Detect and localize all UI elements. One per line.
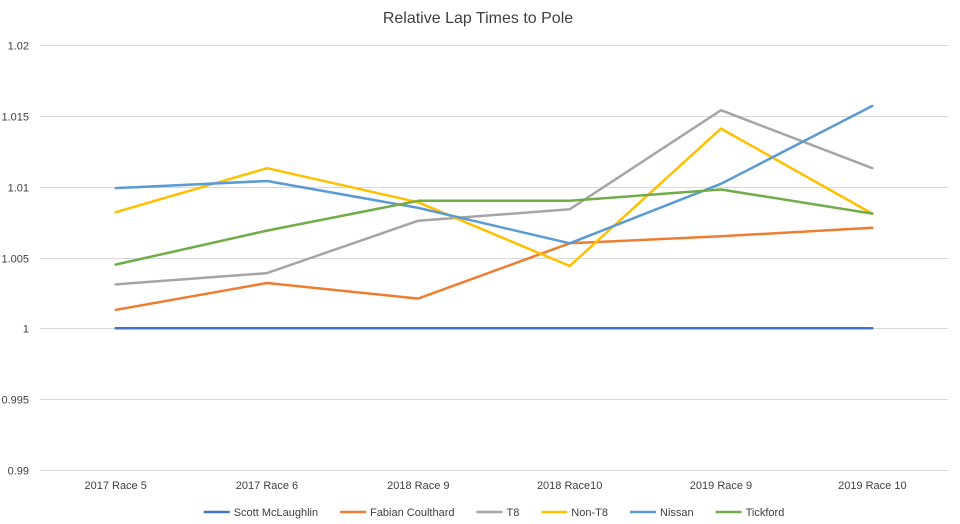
legend-label: Non-T8 — [571, 507, 608, 519]
legend-item: Tickford — [715, 507, 785, 519]
series-lines — [114, 104, 874, 330]
y-tick-label: 1.02 — [8, 41, 29, 53]
legend-label: Tickford — [746, 507, 785, 519]
x-tick-label: 2019 Race 10 — [838, 480, 907, 492]
series-line-fabian-coulthard — [114, 226, 874, 312]
legend-label: T8 — [507, 507, 520, 519]
series-line-t8 — [114, 108, 874, 286]
legend-label: Nissan — [660, 507, 694, 519]
gridlines — [40, 45, 948, 471]
legend-item: Non-T8 — [541, 507, 608, 519]
x-tick-label: 2017 Race 6 — [236, 480, 298, 492]
y-tick-label: 1.015 — [1, 112, 29, 124]
legend: Scott McLaughlin Fabian Coulthard T8 Non-T8… — [203, 507, 785, 519]
legend-item: Nissan — [630, 507, 694, 519]
x-tick-label: 2018 Race 9 — [387, 480, 449, 492]
y-tick-label: 1.01 — [8, 183, 29, 195]
x-tick-label: 2017 Race 5 — [84, 480, 146, 492]
chart-title: Relative Lap Times to Pole — [383, 10, 573, 27]
legend-label: Scott McLaughlin — [234, 507, 318, 519]
series-line-tickford — [114, 188, 874, 266]
legend-item: Scott McLaughlin — [203, 507, 318, 519]
y-tick-label: 1 — [23, 324, 29, 336]
series-line-non-t8 — [114, 127, 874, 268]
series-line-nissan — [114, 104, 874, 245]
y-tick-label: 1.005 — [1, 254, 29, 266]
x-tick-label: 2019 Race 9 — [690, 480, 752, 492]
legend-label: Fabian Coulthard — [370, 507, 454, 519]
y-axis-ticks: 0.99 0.995 1 1.005 1.01 1.015 1.02 — [1, 41, 29, 478]
legend-item: Fabian Coulthard — [340, 507, 454, 519]
y-tick-label: 0.99 — [8, 466, 29, 478]
legend-item: T8 — [476, 507, 520, 519]
x-axis-ticks: 2017 Race 5 2017 Race 6 2018 Race 9 2018 Ra… — [84, 480, 906, 492]
x-tick-label: 2018 Race10 — [537, 480, 602, 492]
y-tick-label: 0.995 — [1, 395, 29, 407]
